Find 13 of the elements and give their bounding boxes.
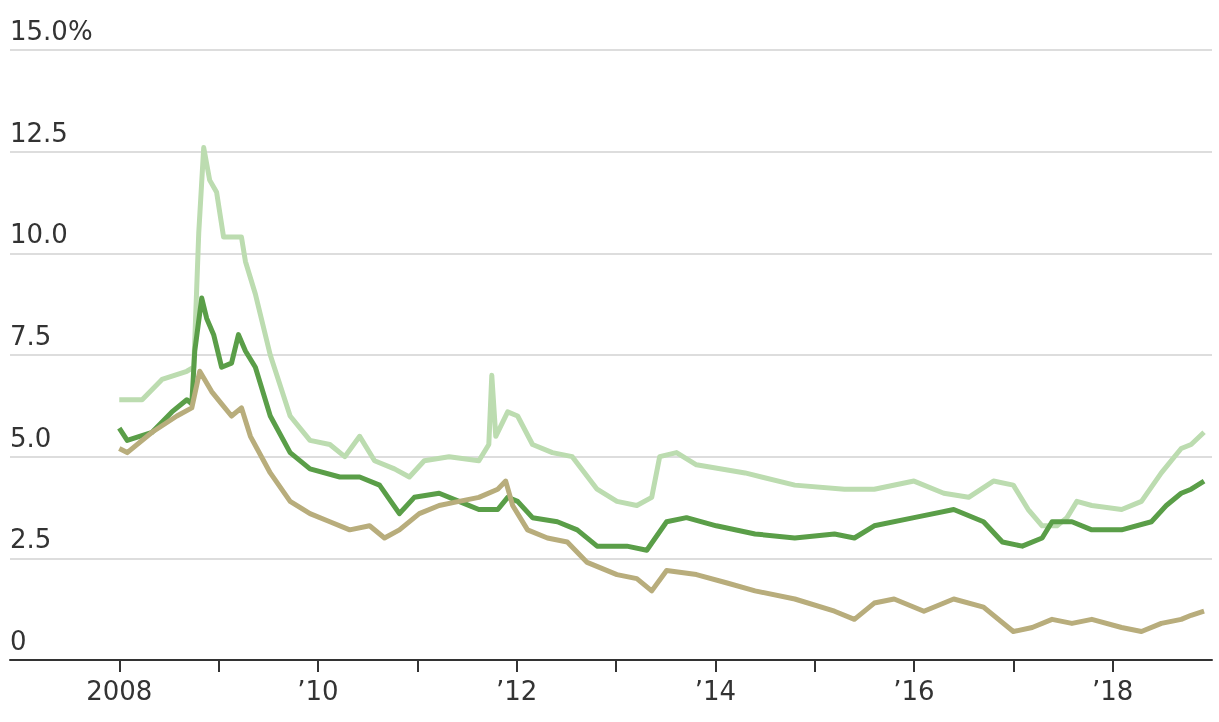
x-tick-label: ’10 xyxy=(297,676,339,706)
x-tick-label: ’12 xyxy=(495,676,538,706)
x-tick-label: 2008 xyxy=(86,676,153,706)
y-tick-label: 7.5 xyxy=(10,321,52,351)
x-tick-label: ’18 xyxy=(1091,676,1134,706)
y-tick-label: 10.0 xyxy=(10,219,68,250)
y-tick-label: 5.0 xyxy=(10,422,52,453)
x-tick-label: ’14 xyxy=(694,676,736,706)
y-tick-label: 15.0% xyxy=(10,16,93,46)
y-tick-label: 0 xyxy=(10,626,27,656)
y-tick-label: 2.5 xyxy=(10,524,52,555)
y-tick-label: 12.5 xyxy=(10,117,68,148)
x-tick-label: ’16 xyxy=(893,676,935,706)
